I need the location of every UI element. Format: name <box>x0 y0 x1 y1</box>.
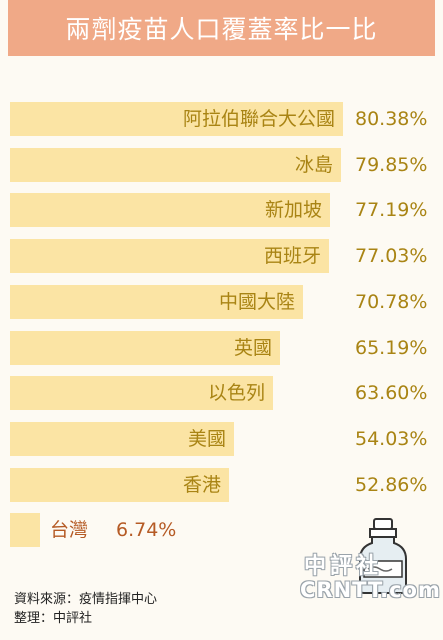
category-label: 新加坡 <box>265 199 323 221</box>
bar <box>10 513 40 547</box>
value-label: 6.74% <box>116 519 177 541</box>
title-banner: 兩劑疫苗人口覆蓋率比一比 <box>8 0 435 56</box>
bar <box>10 422 234 456</box>
chart-title: 兩劑疫苗人口覆蓋率比一比 <box>65 15 378 44</box>
category-label: 西班牙 <box>264 245 322 267</box>
value-label: 80.38% <box>355 108 428 130</box>
category-label: 冰島 <box>295 154 334 176</box>
watermark-english: CRNTT.com <box>300 578 441 602</box>
value-label: 70.78% <box>355 291 428 313</box>
category-label: 台灣 <box>50 519 89 541</box>
bar <box>10 239 329 273</box>
source-line: 資料來源：疫情指揮中心 <box>14 592 158 607</box>
value-label: 79.85% <box>355 154 428 176</box>
source-note: 資料來源：疫情指揮中心 整理：中評社 <box>14 590 157 628</box>
bar <box>10 376 273 410</box>
bar <box>10 102 343 136</box>
category-label: 阿拉伯聯合大公國 <box>183 108 336 130</box>
value-label: 65.19% <box>355 337 428 359</box>
value-label: 77.19% <box>355 199 428 221</box>
value-label: 52.86% <box>355 474 428 496</box>
watermark: 中評社 CRNTT.com <box>300 548 440 608</box>
value-label: 63.60% <box>355 382 428 404</box>
category-label: 香港 <box>183 474 222 496</box>
category-label: 中國大陸 <box>219 291 296 313</box>
bar <box>10 468 229 502</box>
vaccine-vial-icon <box>359 518 407 594</box>
category-label: 美國 <box>188 428 227 450</box>
editor-line: 整理：中評社 <box>14 611 93 626</box>
bar <box>10 148 341 182</box>
category-label: 英國 <box>234 337 273 359</box>
bar <box>10 285 303 319</box>
value-label: 77.03% <box>355 245 428 267</box>
category-label: 以色列 <box>208 382 266 404</box>
value-label: 54.03% <box>355 428 428 450</box>
watermark-chinese: 中評社 <box>304 554 383 579</box>
bar <box>10 193 330 227</box>
bar <box>10 331 280 365</box>
